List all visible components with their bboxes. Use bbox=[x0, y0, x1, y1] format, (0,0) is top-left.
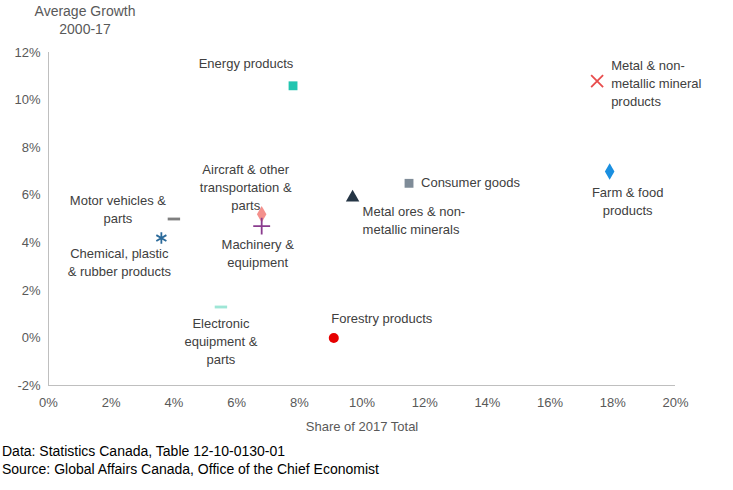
svg-text:Electronicequipment &parts: Electronicequipment &parts bbox=[184, 316, 257, 367]
svg-text:2%: 2% bbox=[102, 395, 121, 410]
svg-text:6%: 6% bbox=[22, 187, 41, 202]
svg-text:Share of 2017 Total: Share of 2017 Total bbox=[306, 419, 419, 434]
svg-text:12%: 12% bbox=[14, 45, 40, 60]
svg-text:Metal ores & non-metallic mine: Metal ores & non-metallic minerals bbox=[363, 204, 466, 237]
html-text:Source: Global Affairs Canada,: Source: Global Affairs Canada, Office of… bbox=[2, 461, 379, 477]
svg-text:16%: 16% bbox=[537, 395, 563, 410]
svg-text:8%: 8% bbox=[22, 140, 41, 155]
html-text:Data: Statistics Canada, Table: Data: Statistics Canada, Table 12-10-013… bbox=[2, 443, 285, 459]
svg-text:4%: 4% bbox=[165, 395, 184, 410]
svg-text:Metal & non-metallic mineralpr: Metal & non-metallic mineralproducts bbox=[611, 58, 701, 109]
svg-text:10%: 10% bbox=[349, 395, 375, 410]
svg-text:Motor vehicles &parts: Motor vehicles &parts bbox=[70, 193, 166, 226]
svg-text:0%: 0% bbox=[22, 330, 41, 345]
svg-text:18%: 18% bbox=[600, 395, 626, 410]
svg-text:Energy products: Energy products bbox=[199, 56, 294, 71]
svg-text:4%: 4% bbox=[22, 235, 41, 250]
svg-text:Forestry products: Forestry products bbox=[331, 311, 433, 326]
svg-text:Consumer goods: Consumer goods bbox=[421, 175, 520, 190]
svg-text:Farm & foodproducts: Farm & foodproducts bbox=[592, 185, 664, 218]
html-text:Average Growth 2000-17: Average Growth 2000-17 bbox=[34, 3, 136, 37]
svg-text:6%: 6% bbox=[227, 395, 246, 410]
svg-text:20%: 20% bbox=[662, 395, 688, 410]
svg-text:8%: 8% bbox=[290, 395, 309, 410]
svg-text:10%: 10% bbox=[14, 92, 40, 107]
svg-text:Machinery &equipment: Machinery &equipment bbox=[222, 237, 295, 270]
svg-text:-2%: -2% bbox=[17, 378, 41, 393]
svg-text:Aircraft & othertransportation: Aircraft & othertransportation &parts bbox=[200, 162, 292, 213]
svg-text:14%: 14% bbox=[474, 395, 500, 410]
svg-text:12%: 12% bbox=[412, 395, 438, 410]
svg-text:0%: 0% bbox=[39, 395, 58, 410]
svg-text:2%: 2% bbox=[22, 283, 41, 298]
svg-text:Chemical, plastic& rubber prod: Chemical, plastic& rubber products bbox=[68, 246, 172, 279]
